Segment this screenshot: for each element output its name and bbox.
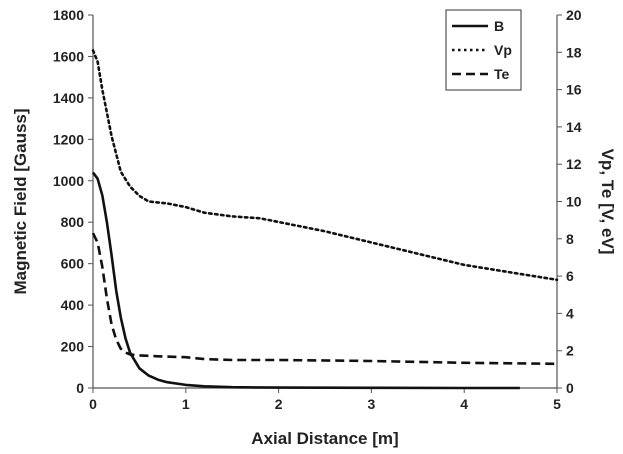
legend-label-b: B [494, 18, 504, 34]
y-right-tick-label: 16 [566, 82, 582, 98]
y-left-tick-label: 600 [61, 256, 85, 272]
y-right-tick-label: 0 [566, 380, 574, 396]
legend-label-vp: Vp [494, 42, 512, 58]
y-right-tick-label: 8 [566, 231, 574, 247]
y-right-tick-label: 6 [566, 268, 574, 284]
y-right-tick-label: 12 [566, 156, 582, 172]
y-right-tick-label: 20 [566, 7, 582, 23]
y-left-tick-label: 1000 [53, 173, 84, 189]
legend: B Vp Te [445, 9, 522, 91]
series-line-te [91, 232, 558, 366]
x-axis-title: Axial Distance [m] [251, 429, 398, 448]
legend-label-te: Te [494, 66, 510, 82]
x-tick-label: 2 [275, 396, 283, 412]
y-right-tick-label: 4 [566, 305, 574, 321]
x-tick-label: 1 [182, 396, 190, 412]
x-tick-label: 4 [460, 396, 468, 412]
y-left-tick-label: 800 [61, 214, 85, 230]
x-tick-label: 3 [368, 396, 376, 412]
y-left-tick-label: 1600 [53, 48, 84, 64]
y-left-axis-title: Magnetic Field [Gauss] [11, 108, 30, 294]
y-left-tick-label: 200 [61, 339, 85, 355]
y-right-tick-label: 2 [566, 343, 574, 359]
y-right-tick-label: 14 [566, 119, 582, 135]
y-right-axis-title: Vp, Te [V, eV] [598, 149, 617, 255]
x-tick-label: 5 [553, 396, 561, 412]
x-tick-label: 0 [89, 396, 97, 412]
y-left-tick-label: 1400 [53, 90, 84, 106]
y-left-tick-label: 1200 [53, 131, 84, 147]
series-line-b [91, 171, 520, 390]
y-left-tick-label: 0 [76, 380, 84, 396]
series-layer [91, 49, 559, 390]
y-right-tick-label: 18 [566, 44, 582, 60]
y-left-tick-label: 400 [61, 297, 85, 313]
series-line-vp [91, 49, 559, 282]
y-left-tick-label: 1800 [53, 7, 84, 23]
y-right-tick-label: 10 [566, 194, 582, 210]
ticks: 0 1 2 3 4 50200400600800100012001400160018000… [53, 7, 582, 412]
